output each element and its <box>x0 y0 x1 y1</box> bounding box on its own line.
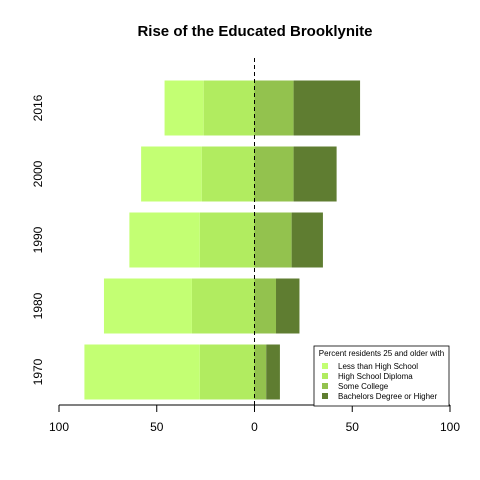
y-tick-label: 2016 <box>31 94 45 121</box>
bar-2000-bachelors-degree-or-higher <box>293 146 337 202</box>
bar-2000-some-college <box>254 146 294 202</box>
bar-1980-some-college <box>254 278 277 334</box>
bar-1990-less-than-high-school <box>129 212 200 268</box>
chart-title: Rise of the Educated Brooklynite <box>137 23 372 40</box>
legend-label: Less than High School <box>338 362 418 371</box>
legend: Percent residents 25 and older with Less… <box>313 345 450 407</box>
bar-1990-high-school-diploma <box>199 212 255 268</box>
y-tick-label: 1980 <box>31 292 45 319</box>
bar-1970-high-school-diploma <box>199 344 255 400</box>
bar-2016-less-than-high-school <box>164 80 204 136</box>
bar-1970-less-than-high-school <box>84 344 200 400</box>
y-tick-label: 2000 <box>31 160 45 187</box>
legend-swatch <box>322 373 328 379</box>
bar-1980-bachelors-degree-or-higher <box>276 278 300 334</box>
bar-2016-high-school-diploma <box>203 80 255 136</box>
legend-swatch <box>322 363 328 369</box>
x-tick-label: 50 <box>346 420 360 434</box>
bar-2000-high-school-diploma <box>201 146 255 202</box>
x-tick-label: 100 <box>440 420 460 434</box>
x-tick-label: 50 <box>150 420 164 434</box>
y-tick-label: 1990 <box>31 226 45 253</box>
y-tick-label: 1970 <box>31 358 45 385</box>
bar-1970-some-college <box>254 344 267 400</box>
x-tick-label: 0 <box>251 420 258 434</box>
bar-1990-some-college <box>254 212 292 268</box>
legend-title: Percent residents 25 and older with <box>319 349 444 358</box>
bar-1990-bachelors-degree-or-higher <box>291 212 323 268</box>
legend-label: Some College <box>338 382 389 391</box>
bar-2000-less-than-high-school <box>141 146 202 202</box>
bar-2016-bachelors-degree-or-higher <box>293 80 361 136</box>
bar-1970-bachelors-degree-or-higher <box>266 344 280 400</box>
legend-swatch <box>322 383 328 389</box>
legend-box <box>313 345 450 407</box>
bar-2016-some-college <box>254 80 294 136</box>
legend-label: Bachelors Degree or Higher <box>338 392 437 401</box>
bar-1980-high-school-diploma <box>191 278 255 334</box>
legend-label: High School Diploma <box>338 372 413 381</box>
y-axis: 1970 1980 1990 2000 2016 <box>31 94 45 385</box>
x-axis: 100 50 0 50 100 <box>49 404 460 434</box>
bars-group <box>84 80 361 400</box>
bar-1980-less-than-high-school <box>103 278 192 334</box>
legend-swatch <box>322 393 328 399</box>
x-tick-label: 100 <box>49 420 69 434</box>
